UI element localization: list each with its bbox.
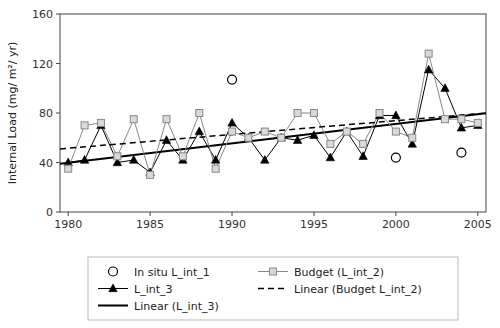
plot-frame	[60, 14, 486, 212]
y-axis-label: Internal Load (mg/ m²/ yr)	[6, 42, 19, 185]
data-point	[261, 156, 269, 164]
data-point	[343, 128, 350, 135]
data-point	[474, 119, 481, 126]
legend-label: Budget (L_int_2)	[294, 266, 384, 279]
y-tick-label: 80	[39, 107, 53, 120]
data-point	[294, 110, 301, 117]
legend: In situ L_int_1 L_int_3 Linear (L_int_3) Bu…	[88, 257, 458, 320]
data-point	[229, 128, 236, 135]
data-point	[360, 140, 367, 147]
plot-area	[60, 50, 486, 178]
data-point	[179, 153, 186, 160]
data-point	[245, 134, 252, 141]
data-point	[130, 156, 138, 164]
x-tick	[68, 212, 69, 216]
x-tick	[313, 212, 314, 216]
data-point	[409, 134, 416, 141]
data-point	[195, 127, 203, 135]
data-point	[392, 111, 400, 119]
data-point	[310, 110, 317, 117]
y-tick	[56, 63, 60, 64]
legend-marker	[109, 284, 117, 292]
data-point	[343, 127, 351, 135]
data-point	[64, 158, 72, 166]
data-point	[147, 171, 154, 178]
x-tick	[232, 212, 233, 216]
data-point	[327, 140, 334, 147]
data-point	[376, 110, 383, 117]
data-point	[244, 133, 252, 141]
y-tick	[56, 212, 60, 213]
data-point	[391, 153, 400, 162]
data-point	[425, 50, 432, 57]
y-tick	[56, 113, 60, 114]
data-point	[65, 165, 72, 172]
x-tick-label: 2000	[382, 218, 410, 231]
data-point	[441, 84, 449, 92]
x-tick-label: 1995	[300, 218, 328, 231]
x-tick	[477, 212, 478, 216]
data-point	[457, 148, 466, 157]
y-tick	[56, 162, 60, 163]
data-point	[442, 116, 449, 123]
data-point	[458, 116, 465, 123]
trend-line	[60, 113, 486, 163]
y-tick-label: 120	[32, 58, 53, 71]
data-point	[162, 136, 170, 144]
data-point	[228, 75, 237, 84]
series-line	[68, 54, 478, 175]
data-point	[130, 116, 137, 123]
y-tick-label: 40	[39, 157, 53, 170]
legend-label: L_int_3	[134, 283, 172, 296]
x-tick	[395, 212, 396, 216]
y-tick-label: 0	[46, 206, 53, 219]
y-tick-label: 160	[32, 8, 53, 21]
legend-label: Linear (L_int_3)	[134, 300, 219, 313]
chart: 1980 1985 1990 1995 2000 2005 0 40 80 120 160 Inter…	[0, 0, 500, 328]
legend-label: Linear (Budget L_int_2)	[294, 283, 422, 296]
legend-marker	[109, 267, 118, 276]
data-point	[211, 156, 219, 164]
legend-marker	[270, 268, 277, 275]
x-tick-label: 1980	[54, 218, 82, 231]
data-point	[163, 116, 170, 123]
data-point	[212, 165, 219, 172]
data-point	[97, 119, 104, 126]
data-point	[392, 128, 399, 135]
legend-label: In situ L_int_1	[134, 266, 210, 279]
x-tick-label: 1990	[218, 218, 246, 231]
legend-line	[98, 305, 128, 307]
data-point	[359, 152, 367, 160]
data-point	[196, 110, 203, 117]
data-point	[228, 118, 236, 126]
x-tick-label: 1985	[136, 218, 164, 231]
legend-frame	[88, 257, 458, 320]
data-point	[424, 65, 432, 73]
data-point	[326, 153, 334, 161]
data-point	[457, 123, 465, 131]
y-tick	[56, 14, 60, 15]
data-point	[293, 136, 301, 144]
data-point	[278, 134, 285, 141]
data-point	[277, 133, 285, 141]
legend-line	[258, 288, 288, 290]
data-point	[310, 131, 318, 139]
data-point	[261, 128, 268, 135]
data-point	[80, 156, 88, 164]
data-point	[81, 122, 88, 129]
trend-line	[60, 113, 486, 149]
x-tick-label: 2005	[464, 218, 492, 231]
data-point	[114, 153, 121, 160]
x-tick	[150, 212, 151, 216]
